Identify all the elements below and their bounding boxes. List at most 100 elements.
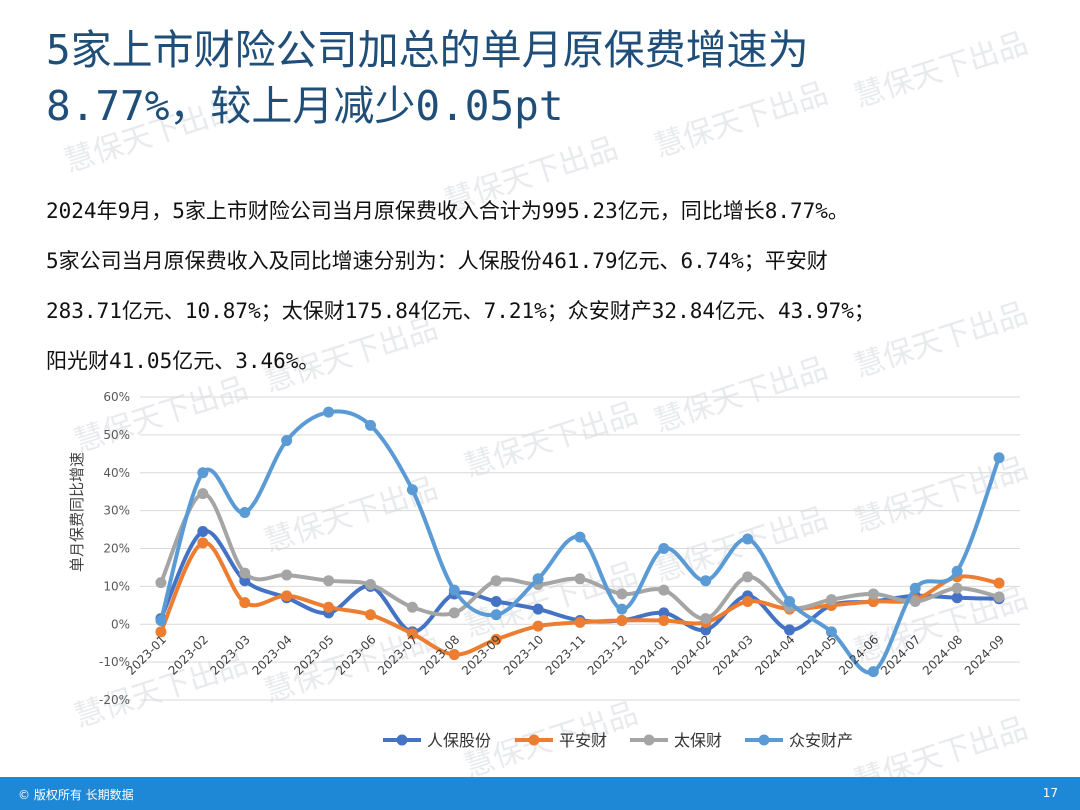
data-point — [239, 597, 251, 609]
y-axis-label: 单月保费同比增速 — [68, 452, 86, 572]
x-tick-label: 2023-02 — [166, 632, 211, 677]
data-point — [448, 584, 460, 596]
legend-item: 人保股份 — [383, 731, 491, 750]
data-point — [323, 601, 335, 613]
data-point — [281, 435, 293, 447]
x-tick-label: 2024-01 — [627, 632, 672, 677]
data-point — [658, 607, 670, 619]
chart-gridlines — [140, 396, 1020, 701]
data-point — [616, 588, 628, 600]
legend-item: 众安财产 — [745, 731, 853, 750]
copyright-text: © 版权所有 长期数据 — [18, 788, 134, 802]
data-point — [532, 573, 544, 585]
legend-label: 太保财 — [674, 731, 722, 750]
data-point — [909, 596, 921, 608]
y-tick-label: 40% — [103, 466, 130, 480]
x-tick-label: 2023-01 — [124, 632, 169, 677]
title-line: 8.77%，较上月减少0.05pt — [46, 82, 564, 130]
x-tick-label: 2024-04 — [752, 632, 797, 677]
data-point — [364, 578, 376, 590]
data-point — [323, 406, 335, 418]
legend-label: 平安财 — [559, 731, 607, 750]
data-point — [448, 607, 460, 619]
data-point — [616, 614, 628, 626]
data-point — [197, 537, 209, 549]
y-tick-label: -10% — [99, 655, 130, 669]
data-point — [281, 569, 293, 581]
y-tick-label: 0% — [111, 617, 130, 631]
x-tick-label: 2023-06 — [333, 632, 378, 677]
data-point — [993, 452, 1005, 464]
legend-swatch-marker — [528, 734, 540, 746]
data-point — [448, 649, 460, 661]
data-point — [574, 573, 586, 585]
x-tick-label: 2023-03 — [208, 632, 253, 677]
data-point — [364, 419, 376, 431]
growth-line-chart: -20% -10% 0% 10% 20% 30% 40% 50% 60% 单月保费同比增速 20… — [68, 390, 1020, 750]
y-tick-label: 20% — [103, 542, 130, 556]
page-title: 5家上市财险公司加总的单月原保费增速为 8.77%，较上月减少0.05pt — [46, 22, 1046, 134]
data-point — [700, 613, 712, 625]
summary-text: 2024年9月，5家上市财险公司当月原保费收入合计为995.23亿元，同比增长8… — [46, 186, 1046, 386]
y-tick-label: 30% — [103, 504, 130, 518]
y-tick-label: 10% — [103, 579, 130, 593]
data-point — [197, 488, 209, 500]
footer-bar: © 版权所有 长期数据 17 — [0, 777, 1080, 810]
x-tick-label: 2024-03 — [710, 632, 755, 677]
data-point — [197, 525, 209, 537]
data-point — [574, 616, 586, 628]
chart-legend: 人保股份 平安财 太保财 众安财产 — [383, 731, 853, 750]
summary-line: 5家公司当月原保费收入及同比增速分别为：人保股份461.79亿元、6.74%；平… — [46, 249, 828, 273]
data-point — [658, 543, 670, 554]
x-tick-label: 2023-11 — [543, 632, 588, 677]
data-point — [406, 484, 418, 496]
data-point — [784, 624, 796, 636]
y-tick-label: 50% — [103, 428, 130, 442]
x-tick-label: 2023-10 — [501, 632, 546, 677]
x-tick-label: 2024-08 — [920, 632, 965, 677]
legend-label: 人保股份 — [427, 731, 491, 750]
summary-line: 阳光财41.05亿元、3.46%。 — [46, 349, 320, 373]
legend-item: 平安财 — [515, 731, 607, 750]
x-tick-label: 2023-07 — [375, 632, 420, 677]
series-4 — [155, 406, 1005, 678]
data-point — [909, 582, 921, 594]
data-point — [616, 603, 628, 615]
x-tick-label: 2023-04 — [249, 632, 294, 677]
data-point — [532, 620, 544, 632]
data-point — [239, 507, 251, 519]
data-point — [532, 603, 544, 615]
y-axis-ticks: -20% -10% 0% 10% 20% 30% 40% 50% 60% — [99, 390, 130, 707]
legend-swatch-marker — [643, 734, 655, 746]
x-tick-label: 2023-05 — [291, 632, 336, 677]
data-point — [742, 571, 754, 583]
data-point — [155, 577, 167, 589]
data-point — [867, 588, 879, 600]
data-point — [323, 575, 335, 587]
chart-series — [155, 406, 1005, 678]
data-point — [742, 533, 754, 545]
legend-label: 众安财产 — [789, 731, 853, 750]
data-point — [490, 575, 502, 587]
y-tick-label: 60% — [103, 390, 130, 404]
data-point — [993, 591, 1005, 603]
data-point — [155, 614, 167, 626]
data-point — [281, 590, 293, 602]
data-point — [742, 596, 754, 608]
data-point — [700, 624, 712, 636]
data-point — [155, 626, 167, 638]
title-line: 5家上市财险公司加总的单月原保费增速为 — [46, 26, 809, 74]
data-point — [825, 626, 837, 638]
legend-swatch-marker — [758, 734, 770, 746]
data-point — [658, 584, 670, 596]
x-tick-label: 2023-12 — [585, 632, 630, 677]
data-point — [867, 596, 879, 608]
legend-item: 太保财 — [630, 731, 722, 750]
data-point — [951, 582, 963, 594]
data-point — [993, 577, 1005, 589]
x-tick-label: 2024-02 — [668, 632, 713, 677]
data-point — [197, 467, 209, 479]
x-tick-label: 2024-09 — [962, 632, 1007, 677]
data-point — [784, 596, 796, 608]
data-point — [364, 609, 376, 621]
